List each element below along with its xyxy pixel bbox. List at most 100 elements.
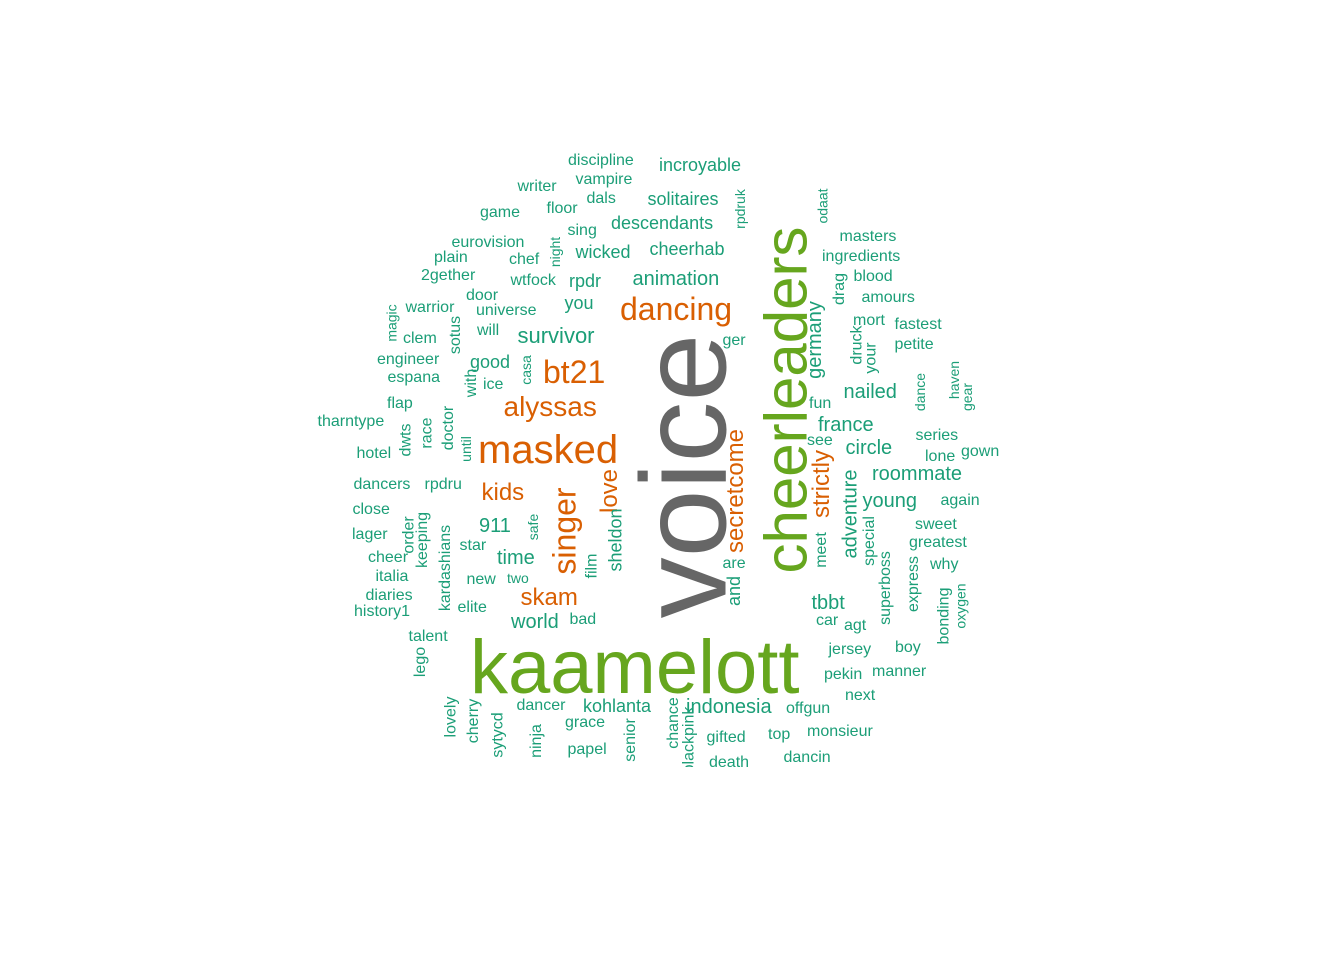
word-talent: talent — [408, 628, 448, 645]
word-your: your — [862, 342, 880, 374]
word-circle: circle — [845, 437, 893, 459]
word-dancers: dancers — [353, 476, 411, 493]
word-order: order — [400, 516, 418, 554]
word-diaries: diaries — [365, 587, 413, 604]
word-why: why — [930, 556, 959, 573]
word-dancer: dancer — [516, 697, 566, 714]
word-dance: dance — [912, 372, 929, 412]
word-bad: bad — [569, 611, 597, 628]
word-you: you — [564, 293, 594, 313]
word-911: 911 — [479, 515, 511, 537]
word-france: france — [818, 414, 874, 436]
word-mort: mort — [853, 312, 885, 329]
word-dals: dals — [586, 190, 616, 207]
word-film: film — [582, 553, 600, 579]
word-grace: grace — [565, 714, 606, 731]
word-elite: elite — [457, 599, 487, 616]
word-blackpink: blackpink — [679, 706, 697, 767]
word-kaamelott: kaamelott — [470, 625, 800, 710]
word-italia: italia — [375, 568, 409, 585]
word-new: new — [466, 571, 496, 588]
word-gown: gown — [961, 443, 1000, 460]
word-ger: ger — [722, 332, 746, 349]
word-time: time — [497, 547, 535, 569]
word-dwts: dwts — [396, 423, 414, 457]
word-masked: masked — [478, 428, 619, 472]
word-bt21: bt21 — [543, 354, 606, 390]
word-good: good — [470, 352, 511, 372]
word-wicked: wicked — [575, 242, 631, 262]
word-animation: animation — [632, 268, 720, 290]
word-ingredients: ingredients — [822, 248, 901, 265]
word-drag: drag — [831, 272, 849, 306]
word-pekin: pekin — [824, 666, 863, 683]
word-adventure: adventure — [838, 469, 861, 559]
word-offgun: offgun — [786, 700, 831, 717]
word-fun: fun — [809, 395, 832, 412]
word-odaat: odaat — [814, 188, 831, 224]
word-will: will — [477, 322, 500, 339]
word-descendants: descendants — [611, 213, 714, 233]
word-see: see — [807, 432, 833, 449]
word-cherry: cherry — [465, 698, 483, 744]
word-night: night — [547, 236, 564, 268]
word-fastest: fastest — [894, 316, 942, 333]
word-tharntype: tharntype — [317, 413, 385, 430]
word-lone: lone — [925, 448, 956, 465]
word-doctor: doctor — [440, 405, 458, 451]
word-engineer: engineer — [377, 351, 440, 368]
word-2gether: 2gether — [421, 267, 476, 284]
word-germany: germany — [803, 301, 826, 379]
word-superboss: superboss — [876, 551, 894, 625]
word-clem: clem — [403, 330, 437, 347]
word-again: again — [940, 492, 980, 509]
word-alyssas: alyssas — [503, 391, 597, 422]
word-warrior: warrior — [405, 299, 455, 316]
word-rpdr: rpdr — [569, 271, 602, 291]
word-gifted: gifted — [706, 729, 746, 746]
word-masters: masters — [839, 228, 897, 245]
word-roommate: roommate — [872, 463, 963, 485]
word-series: series — [915, 427, 959, 444]
word-agt: agt — [844, 617, 867, 634]
word-ice: ice — [483, 376, 504, 393]
word-cheer: cheer — [368, 549, 409, 566]
word-nailed: nailed — [843, 381, 897, 403]
word-ninja: ninja — [527, 724, 545, 758]
word-monsieur: monsieur — [807, 723, 873, 740]
word-with: with — [463, 368, 481, 398]
word-amours: amours — [861, 289, 915, 306]
word-sing: sing — [567, 222, 597, 239]
word-lovely: lovely — [441, 696, 459, 738]
word-eurovision: eurovision — [451, 234, 525, 251]
word-are: are — [722, 555, 746, 572]
word-indonesia: indonesia — [686, 696, 772, 718]
word-blood: blood — [853, 268, 893, 285]
word-cheerleaders: cheerleaders — [751, 226, 819, 574]
word-casa: casa — [517, 355, 534, 385]
word-singer: singer — [546, 487, 583, 575]
word-papel: papel — [567, 741, 607, 758]
word-chef: chef — [509, 251, 540, 268]
word-lager: lager — [352, 526, 388, 543]
word-wtfock: wtfock — [510, 272, 556, 289]
word-sotus: sotus — [447, 315, 465, 355]
word-senior: senior — [621, 718, 639, 762]
word-sytycd: sytycd — [489, 712, 507, 758]
word-sweet: sweet — [915, 516, 957, 533]
word-cloud: voice kaamelott cheerleaders masked dancing s… — [0, 152, 1344, 768]
word-history1: history1 — [354, 603, 411, 620]
word-safe: safe — [525, 513, 542, 541]
word-dancin: dancin — [783, 749, 831, 766]
word-espana: espana — [387, 369, 441, 386]
word-race: race — [418, 417, 436, 449]
word-gear: gear — [959, 382, 976, 412]
word-kohlanta: kohlanta — [583, 696, 652, 716]
word-survivor: survivor — [517, 323, 595, 348]
word-special: special — [860, 516, 878, 566]
word-dancing: dancing — [620, 291, 733, 327]
word-next: next — [845, 687, 876, 704]
word-cheerhab: cheerhab — [649, 239, 725, 259]
word-solitaires: solitaires — [647, 189, 719, 209]
